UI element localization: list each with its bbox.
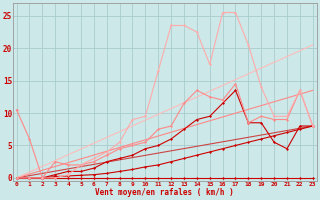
X-axis label: Vent moyen/en rafales ( km/h ): Vent moyen/en rafales ( km/h ) <box>95 188 234 197</box>
